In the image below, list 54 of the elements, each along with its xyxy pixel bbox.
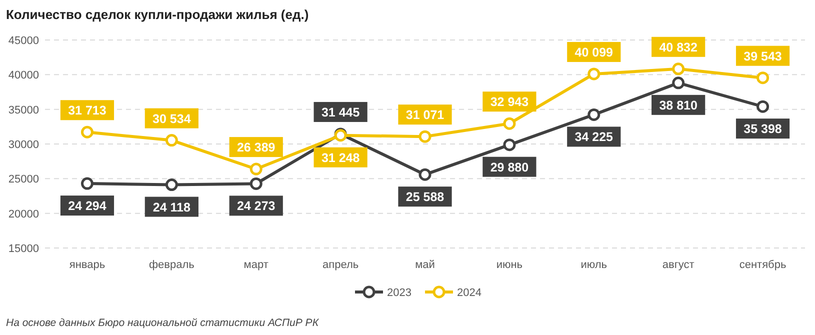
data-label: 40 832 [659,40,698,54]
y-tick-label: 20000 [8,208,39,220]
data-label: 31 248 [321,150,360,165]
point [588,68,600,80]
data-label: 31 445 [321,105,360,120]
point [756,100,770,113]
point [80,177,94,190]
y-tick-label: 35000 [8,104,39,116]
data-label: 26 389 [236,140,276,155]
data-label: 24 294 [68,199,106,214]
legend-label: 2024 [457,287,482,299]
data-label: 34 225 [574,130,614,144]
point [418,168,432,181]
x-tick-label: апрель [322,259,359,271]
point [250,177,262,190]
x-tick-label: март [244,259,268,271]
data-label: 31 071 [406,108,444,122]
point [672,62,685,76]
data-label: 25 588 [406,190,444,204]
data-label: 32 943 [490,95,529,110]
x-tick-label: май [415,259,435,271]
x-tick-label: июнь [496,259,523,271]
data-label: 24 118 [152,200,190,214]
x-tick-label: август [662,259,694,271]
data-label: 24 273 [236,199,276,214]
legend-label: 2023 [387,287,412,299]
y-tick-label: 45000 [8,35,39,47]
point [503,138,516,152]
y-tick-label: 15000 [8,243,39,255]
chart-title: Количество сделок купли-продажи жилья (ед.) [6,7,309,22]
y-tick-label: 25000 [8,174,39,186]
point [672,76,685,90]
data-label: 40 099 [574,45,614,60]
x-tick-label: январь [69,259,106,271]
x-tick-label: сентябрь [739,259,786,271]
point [165,178,178,192]
y-tick-label: 30000 [8,139,39,151]
point [250,162,262,176]
point [588,108,600,121]
x-tick-label: июль [580,259,608,271]
x-tick-label: февраль [148,259,195,271]
point [756,72,770,84]
point [503,117,516,130]
data-label: 35 398 [744,122,782,136]
y-tick-label: 40000 [8,70,39,82]
data-label: 39 543 [744,49,782,64]
data-label: 30 534 [152,112,191,126]
data-label: 31 713 [68,104,106,118]
point [80,126,94,138]
data-label: 29 880 [490,160,529,174]
data-label: 38 810 [659,98,698,112]
text: На основе данных Бюро национальной статистики АСПиР РК [6,317,320,329]
point [418,130,432,143]
point [165,134,178,147]
